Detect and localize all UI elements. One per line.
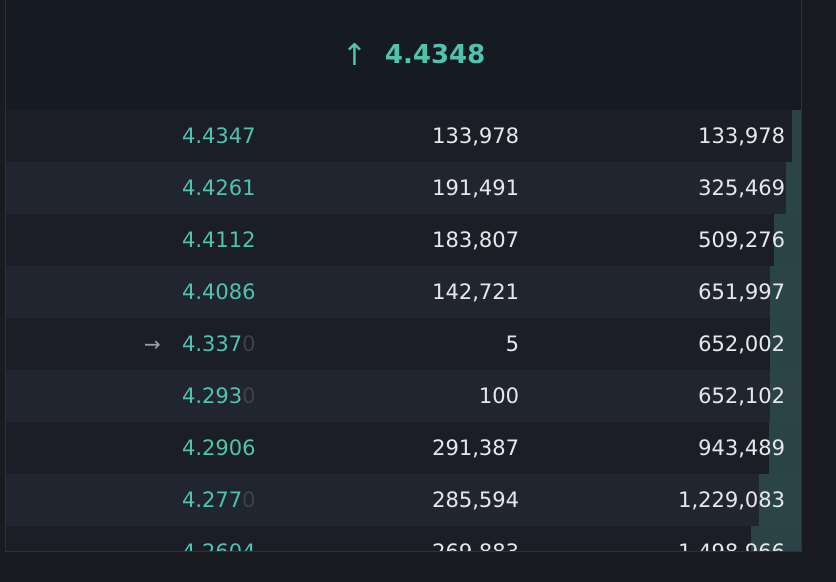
order-row[interactable]: 4.4347 133,978 133,978	[6, 110, 801, 162]
order-price-main: 4.277	[182, 488, 243, 512]
depth-bar	[770, 370, 801, 422]
order-total: 1,498,966	[678, 540, 785, 552]
order-price-main: 4.293	[182, 384, 243, 408]
order-row[interactable]: 4.4261 191,491 325,469	[6, 162, 801, 214]
order-row[interactable]: → 4.3370 5 652,002	[6, 318, 801, 370]
order-amount: 191,491	[432, 176, 519, 200]
order-amount: 291,387	[432, 436, 519, 460]
order-price-main: 4.337	[182, 332, 243, 356]
order-price[interactable]: 4.4347	[182, 110, 255, 162]
order-row[interactable]: 4.2906 291,387 943,489	[6, 422, 801, 474]
order-amount: 5	[505, 332, 519, 356]
order-row[interactable]: 4.4112 183,807 509,276	[6, 214, 801, 266]
order-total: 133,978	[698, 124, 785, 148]
order-row[interactable]: 4.2770 285,594 1,229,083	[6, 474, 801, 526]
order-amount: 142,721	[432, 280, 519, 304]
order-total: 652,102	[698, 384, 785, 408]
order-price[interactable]: 4.4086	[182, 266, 255, 318]
order-amount: 269,883	[432, 540, 519, 552]
order-price[interactable]: 4.4112	[182, 214, 255, 266]
order-amount: 100	[478, 384, 519, 408]
order-price-main: 4.4261	[182, 176, 256, 200]
order-price-main: 4.2604	[182, 540, 256, 552]
order-total: 651,997	[698, 280, 785, 304]
depth-bar	[770, 318, 801, 370]
order-total: 652,002	[698, 332, 785, 356]
order-price-trailing-zero: 0	[242, 488, 256, 512]
arrow-up-icon: ↑	[341, 37, 367, 73]
order-price-trailing-zero: 0	[242, 384, 256, 408]
order-price[interactable]: 4.2604	[182, 526, 256, 552]
order-total: 509,276	[698, 228, 785, 252]
order-price-trailing-zero: 0	[242, 332, 256, 356]
depth-bar	[769, 422, 801, 474]
depth-bar	[750, 526, 801, 551]
arrow-right-icon: →	[144, 332, 161, 356]
last-price-value: 4.4348	[384, 40, 486, 70]
order-amount: 133,978	[432, 124, 519, 148]
order-total: 325,469	[698, 176, 785, 200]
order-row[interactable]: 4.4086 142,721 651,997	[6, 266, 801, 318]
order-price[interactable]: 4.2906	[182, 422, 255, 474]
order-total: 1,229,083	[678, 488, 785, 512]
order-price[interactable]: 4.2930	[182, 370, 256, 422]
order-amount: 285,594	[432, 488, 519, 512]
depth-bar	[773, 214, 801, 266]
order-amount: 183,807	[432, 228, 519, 252]
order-total: 943,489	[698, 436, 785, 460]
order-price[interactable]: 4.3370	[182, 318, 256, 370]
order-price[interactable]: 4.2770	[182, 474, 256, 526]
order-price-main: 4.2906	[182, 436, 256, 460]
depth-bar	[785, 162, 801, 214]
depth-bar	[758, 474, 801, 526]
order-price-main: 4.4347	[182, 124, 256, 148]
order-book-panel: ↑ 4.4348 4.4347 133,978 133,978 4.4261 191,4…	[5, 0, 802, 552]
last-price[interactable]: ↑ 4.4348	[342, 38, 485, 73]
order-book-header: ↑ 4.4348	[6, 0, 801, 111]
order-price-main: 4.4112	[182, 228, 256, 252]
order-price-main: 4.4086	[182, 280, 256, 304]
order-book-rows: 4.4347 133,978 133,978 4.4261 191,491 325,469…	[6, 110, 801, 552]
depth-bar	[770, 266, 801, 318]
order-price[interactable]: 4.4261	[182, 162, 255, 214]
depth-bar	[792, 110, 801, 162]
order-row[interactable]: 4.2604 269,883 1,498,966	[6, 526, 801, 552]
order-row[interactable]: 4.2930 100 652,102	[6, 370, 801, 422]
